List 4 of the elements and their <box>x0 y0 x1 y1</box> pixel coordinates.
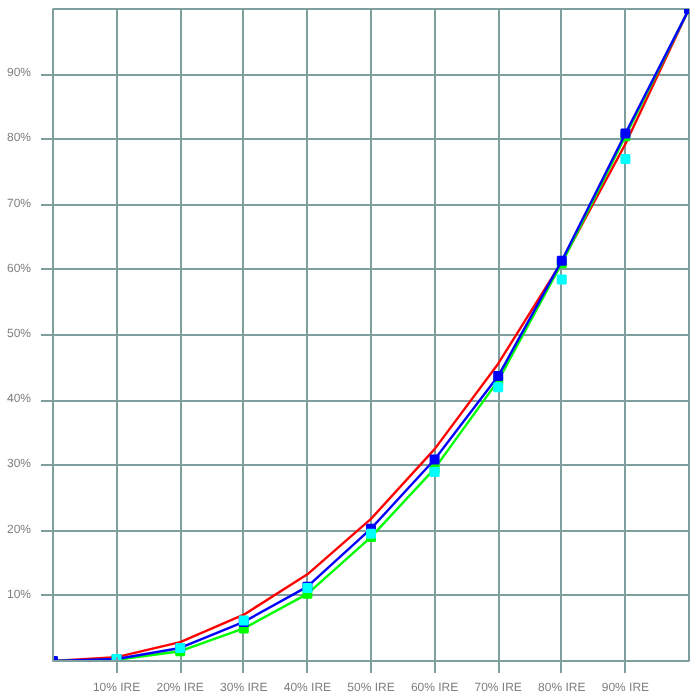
point <box>556 274 567 285</box>
point <box>493 382 504 393</box>
point <box>429 454 440 465</box>
point <box>620 153 631 164</box>
